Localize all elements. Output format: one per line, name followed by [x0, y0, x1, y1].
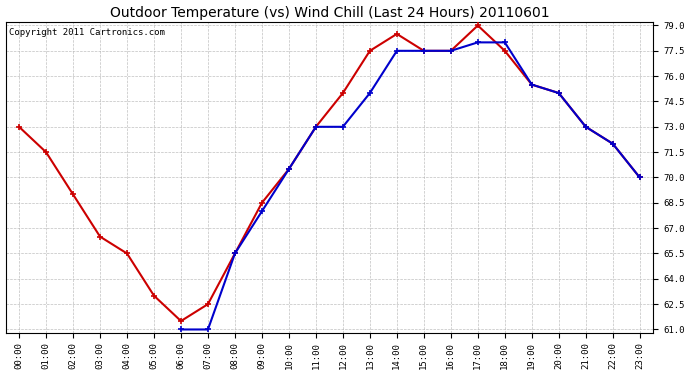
Text: Copyright 2011 Cartronics.com: Copyright 2011 Cartronics.com [9, 28, 165, 38]
Title: Outdoor Temperature (vs) Wind Chill (Last 24 Hours) 20110601: Outdoor Temperature (vs) Wind Chill (Las… [110, 6, 549, 20]
